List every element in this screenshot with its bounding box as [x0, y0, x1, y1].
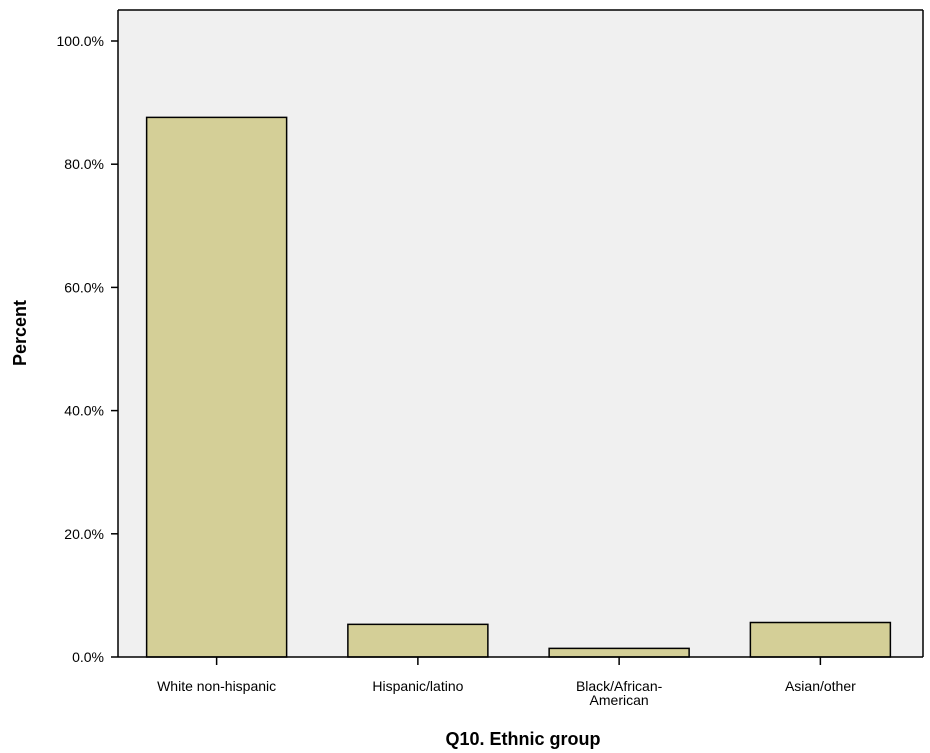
x-axis-title: Q10. Ethnic group — [445, 729, 600, 749]
y-tick-label: 40.0% — [64, 403, 104, 419]
x-tick-label: Hispanic/latino — [372, 678, 463, 694]
x-axis: White non-hispanic Hispanic/latino Black/A… — [118, 656, 923, 708]
y-tick-label: 20.0% — [64, 526, 104, 542]
y-tick-label: 60.0% — [64, 279, 104, 295]
x-tick-label: White non-hispanic — [157, 678, 276, 694]
y-tick-label: 80.0% — [64, 156, 104, 172]
bar — [749, 621, 892, 658]
y-tick-label: 100.0% — [57, 33, 104, 49]
bar — [347, 623, 489, 658]
x-tick-label: Asian/other — [785, 678, 856, 694]
bars — [145, 116, 892, 658]
x-tick-label: Black/African-American — [576, 678, 663, 708]
y-tick-label: 0.0% — [72, 649, 104, 665]
y-axis: 0.0% 20.0% 40.0% 60.0% 80.0% 100.0% — [57, 9, 924, 665]
y-axis-title: Percent — [10, 300, 30, 366]
bar — [145, 116, 288, 658]
bar — [548, 647, 690, 658]
